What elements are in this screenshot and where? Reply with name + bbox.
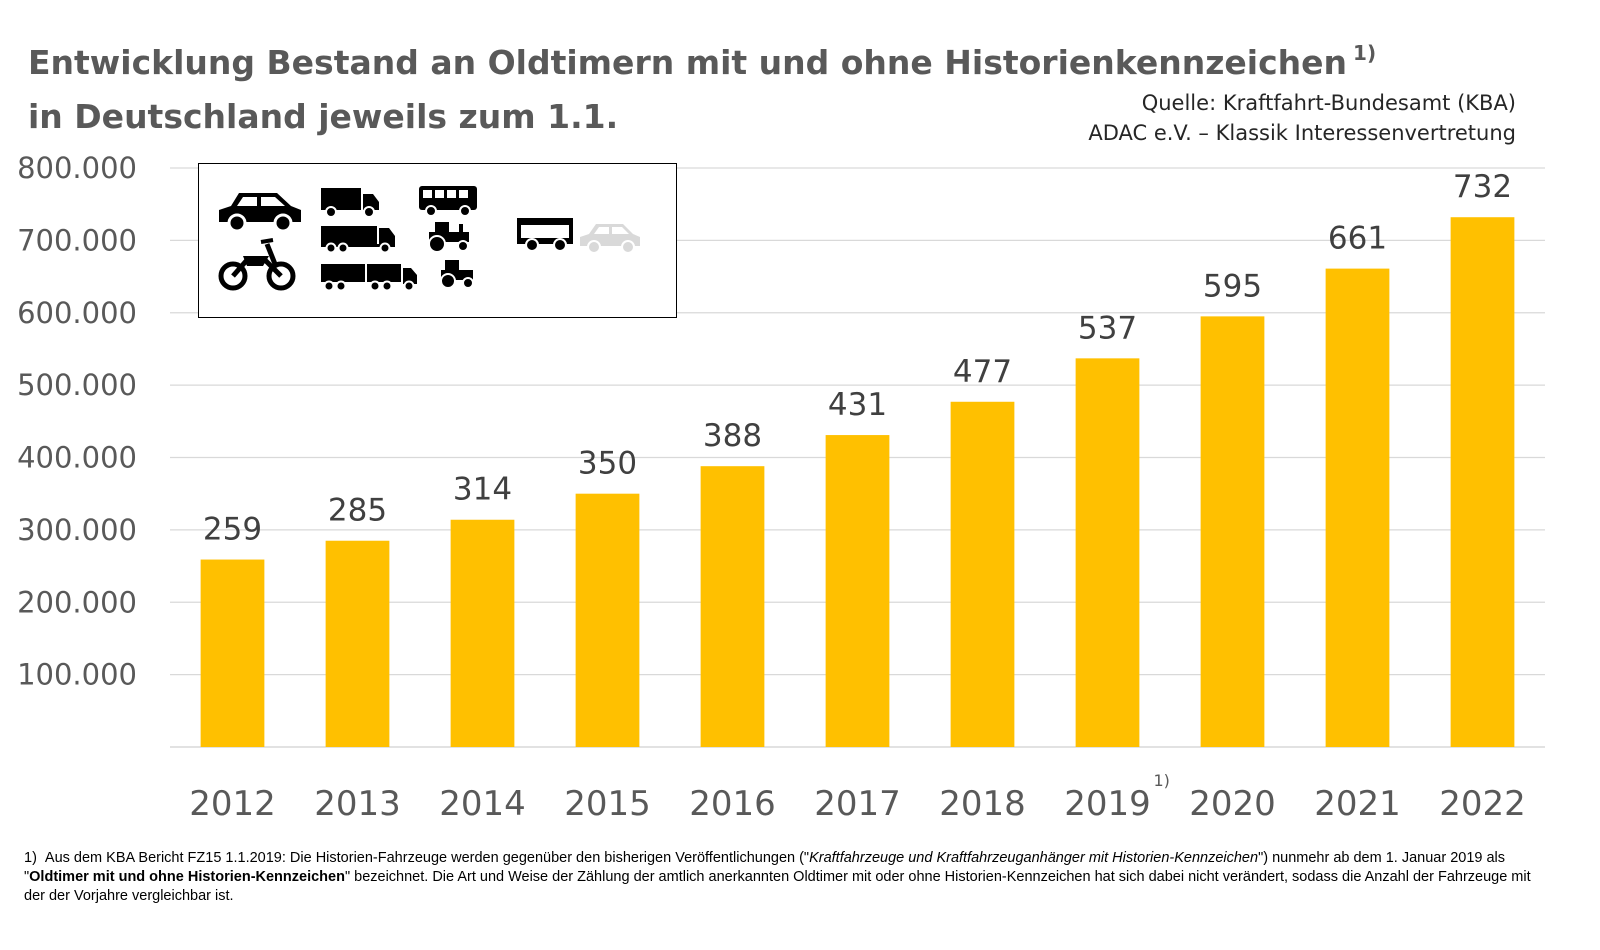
truck-icon [321,188,379,218]
data-label-2020: 595 [1203,268,1262,304]
source-note: Quelle: Kraftfahrt-Bundesamt (KBA) ADAC … [1088,88,1516,148]
bar-2012 [200,559,265,747]
y-tick-label: 700.000 [17,223,137,257]
footnote-bold-text: Oldtimer mit und ohne Historien-Kennzeic… [29,869,345,885]
x-tick-footnote-2019: 1) [1154,771,1170,790]
data-label-2012: 259 [203,512,262,548]
y-axis-ticks: 100.000 200.000 300.000 400.000 500.000 600.0… [17,151,137,692]
footnote-text-2: ") nunmehr ab dem 1. Januar 2019 als " [24,850,1506,885]
footnote: 1) Aus dem KBA Bericht FZ15 1.1.2019: Die… [24,849,1544,906]
data-label-2022: 732 [1453,169,1512,205]
x-tick-label-2017: 2017 [814,784,901,824]
truck-trailer-icon [321,264,417,292]
x-tick-label-2019: 2019 [1064,784,1151,824]
y-tick-label: 600.000 [17,296,137,330]
bar-2021 [1325,268,1390,747]
y-tick-label: 200.000 [17,585,137,619]
source-line-2: ADAC e.V. – Klassik Interessenvertretung [1088,121,1516,145]
small-tractor-icon [440,260,474,289]
data-labels: 259 285 314 350 388 431 477 537 595 661 732 [203,169,1512,547]
bus-icon [419,186,477,217]
tractor-icon [428,222,469,253]
y-tick-label: 500.000 [17,368,137,402]
x-tick-label-2016: 2016 [689,784,776,824]
x-tick-label-2014: 2014 [439,784,526,824]
motorcycle-icon [218,238,296,291]
bars [200,217,1515,748]
data-label-2021: 661 [1328,221,1387,257]
source-line-1: Quelle: Kraftfahrt-Bundesamt (KBA) [1141,91,1516,115]
x-tick-label-2020: 2020 [1189,784,1276,824]
x-tick-label-2018: 2018 [939,784,1026,824]
footnote-italic-text: Kraftfahrzeuge und Kraftfahrzeuganhänger… [809,850,1259,866]
bar-2015 [575,493,640,747]
bar-2017 [825,435,890,747]
bar-2016 [700,466,765,747]
data-label-2018: 477 [953,354,1012,390]
bar-2019 [1075,358,1140,747]
data-label-2015: 350 [578,446,637,482]
data-label-2019: 537 [1078,310,1137,346]
faded-car-icon [580,224,640,254]
y-tick-label: 400.000 [17,441,137,475]
x-tick-label-2012: 2012 [189,784,276,824]
bar-chart: 100.000 200.000 300.000 400.000 500.000 600.0… [17,151,1545,824]
bar-2022 [1450,217,1515,748]
vehicle-icons-box [198,163,677,318]
car-icon [219,193,301,232]
title-line-2: in Deutschland jeweils zum 1.1. [28,97,619,136]
trailer-icon [517,218,573,252]
title-footnote-marker: 1) [1353,41,1377,65]
bar-2020 [1200,316,1265,747]
y-tick-label: 800.000 [17,151,137,185]
title-line-1: Entwicklung Bestand an Oldtimern mit und… [28,26,1376,90]
y-tick-label: 100.000 [17,658,137,692]
x-tick-label-2021: 2021 [1314,784,1401,824]
bar-2014 [450,519,515,747]
footnote-text-1: Aus dem KBA Bericht FZ15 1.1.2019: Die H… [44,850,810,866]
x-tick-label-2013: 2013 [314,784,401,824]
data-label-2017: 431 [828,387,887,423]
semi-truck-icon [321,226,395,254]
x-tick-label-2022: 2022 [1439,784,1526,824]
bar-2013 [325,540,390,747]
footnote-marker: 1) [24,850,37,866]
title-line-1-text: Entwicklung Bestand an Oldtimern mit und… [28,43,1348,82]
data-label-2014: 314 [453,472,512,508]
x-tick-label-2015: 2015 [564,784,651,824]
bar-2018 [950,401,1015,747]
footnote-text-3: " bezeichnet. Die Art und Weise der Zähl… [24,869,1531,904]
data-label-2013: 285 [328,493,387,529]
chart-title: Entwicklung Bestand an Oldtimern mit und… [28,26,1376,144]
data-label-2016: 388 [703,418,762,454]
y-tick-label: 300.000 [17,513,137,547]
